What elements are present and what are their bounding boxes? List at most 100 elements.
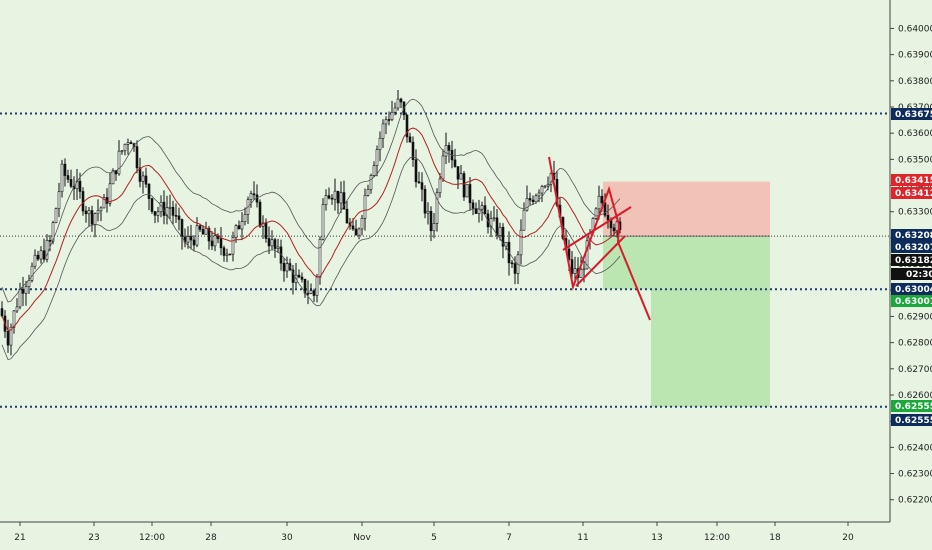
price-tag-label: 0.63415 <box>895 176 932 186</box>
pattern-line-upper[interactable] <box>562 206 632 251</box>
candle-body <box>495 217 499 236</box>
candle-body <box>501 226 505 247</box>
time-tick-label: 5 <box>431 533 437 543</box>
candle-body <box>585 240 589 270</box>
candle-body <box>81 191 85 212</box>
price-tag <box>891 241 932 253</box>
time-tick-label: 11 <box>577 533 588 543</box>
candle-body <box>570 259 574 274</box>
candle-body <box>291 269 295 283</box>
candle-body <box>426 210 430 214</box>
price-tag <box>891 268 932 280</box>
candle-body <box>549 173 553 185</box>
candle-body <box>606 214 610 221</box>
price-tag <box>891 174 932 186</box>
candle-body <box>510 262 514 265</box>
candle-body <box>408 136 412 143</box>
candle-body <box>243 214 247 223</box>
candle-body <box>471 202 475 210</box>
price-tick-label: 0.63400 <box>898 182 932 192</box>
candle-body <box>375 149 379 166</box>
candle-body <box>504 241 508 247</box>
price-tag <box>891 187 932 199</box>
candle-body <box>282 262 286 272</box>
price-tick-label: 0.62300 <box>898 470 932 480</box>
candle-body <box>594 208 598 219</box>
price-tag-label: 0.63004 <box>895 285 932 295</box>
candle-body <box>60 163 64 193</box>
candle-body <box>156 211 160 216</box>
candle-body <box>300 276 304 280</box>
candle-body <box>264 222 268 239</box>
price-tick-label: 0.63600 <box>898 129 932 139</box>
candle-body <box>459 173 463 180</box>
candle-body <box>78 180 82 192</box>
candle-body <box>12 310 16 328</box>
candle-body <box>225 253 229 256</box>
candle-body <box>93 213 97 225</box>
candle-body <box>519 229 523 256</box>
candle-body <box>111 170 115 185</box>
candle-body <box>318 238 322 278</box>
candle-body <box>96 210 100 214</box>
candle-body <box>87 210 91 215</box>
candle-body <box>27 279 31 288</box>
candle-body <box>297 274 301 278</box>
candle-body <box>480 205 484 210</box>
candle-body <box>351 225 355 230</box>
candle-body <box>195 225 199 246</box>
candle-body <box>285 263 289 272</box>
candle-body <box>597 195 601 210</box>
candle-body <box>90 210 94 225</box>
candle-body <box>612 227 616 232</box>
candle-body <box>534 195 538 203</box>
candle-body <box>429 210 433 232</box>
candle-body <box>252 193 256 196</box>
price-tag-label: 0.63182 <box>895 256 932 266</box>
candle-body <box>273 239 277 249</box>
candle-body <box>531 199 535 203</box>
price-tick-label: 0.63900 <box>898 51 932 61</box>
time-tick-label: Nov <box>353 533 371 543</box>
candle-body <box>321 204 325 240</box>
candle-body <box>186 236 190 243</box>
candle-body <box>231 237 235 255</box>
candle-body <box>63 163 67 176</box>
time-tick-label: 18 <box>769 533 781 543</box>
candle-body <box>222 247 226 256</box>
candle-body <box>411 141 415 160</box>
candle-body <box>144 175 148 185</box>
candle-body <box>462 173 466 198</box>
moving-average-line <box>1 127 621 332</box>
candle-body <box>69 179 73 187</box>
stop-loss-zone[interactable] <box>603 181 770 237</box>
candle-body <box>57 191 61 210</box>
candle-body <box>546 183 550 187</box>
candle-body <box>414 159 418 183</box>
pattern-line-lower[interactable] <box>575 235 626 287</box>
candle-body <box>363 195 367 219</box>
candle-body <box>84 210 88 215</box>
candle-body <box>42 250 46 260</box>
candle-body <box>600 195 604 204</box>
candle-body <box>267 238 271 247</box>
price-tick-label: 0.62800 <box>898 339 932 349</box>
target-zone[interactable] <box>651 236 770 407</box>
pattern-drawing[interactable] <box>548 156 651 321</box>
candle-body <box>441 155 445 180</box>
candle-body <box>210 240 214 247</box>
candle-body <box>18 288 22 308</box>
time-axis[interactable] <box>0 522 890 550</box>
candle-body <box>102 197 106 209</box>
price-tick-label: 0.62400 <box>898 443 932 453</box>
candle-body <box>474 208 478 214</box>
candle-body <box>141 175 145 182</box>
candle-body <box>129 142 133 145</box>
price-tick-label: 0.62700 <box>898 365 932 375</box>
candle-body <box>117 150 121 175</box>
candle-body <box>126 142 130 145</box>
candle-body <box>513 263 517 274</box>
candle-body <box>333 190 337 200</box>
